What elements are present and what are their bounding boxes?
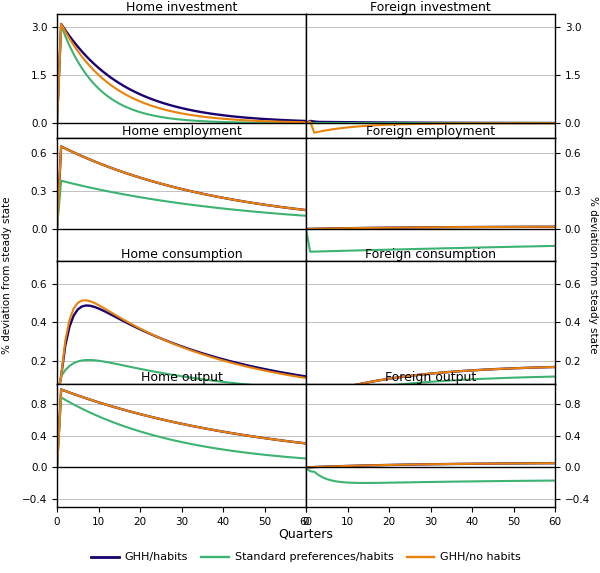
Text: % deviation from steady state: % deviation from steady state — [2, 197, 12, 354]
Title: Home output: Home output — [140, 371, 223, 384]
Title: Foreign consumption: Foreign consumption — [365, 248, 496, 261]
Title: Home investment: Home investment — [126, 1, 237, 14]
Title: Foreign investment: Foreign investment — [370, 1, 491, 14]
Title: Home employment: Home employment — [122, 124, 241, 138]
Title: Foreign output: Foreign output — [385, 371, 476, 384]
Text: Quarters: Quarters — [278, 528, 334, 540]
Title: Foreign employment: Foreign employment — [366, 124, 495, 138]
Text: % deviation from steady state: % deviation from steady state — [588, 197, 598, 354]
Title: Home consumption: Home consumption — [121, 248, 242, 261]
Legend: GHH/habits, Standard preferences/habits, GHH/no habits: GHH/habits, Standard preferences/habits,… — [87, 548, 525, 567]
